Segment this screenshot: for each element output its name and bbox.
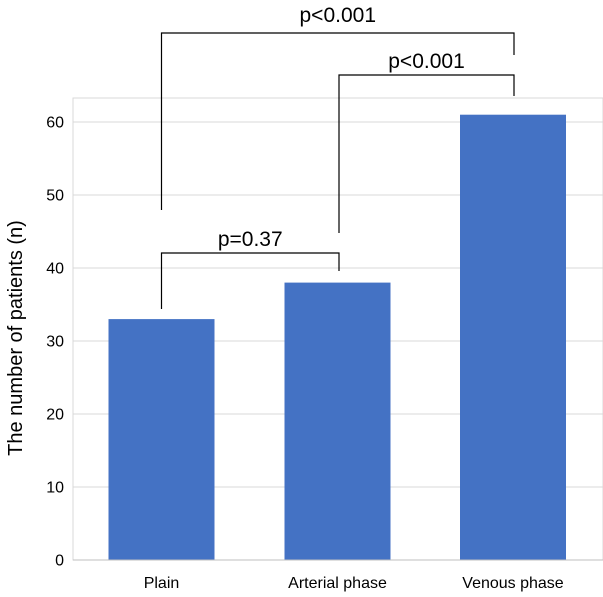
significance-label: p=0.37 — [218, 228, 283, 251]
significance-label: p<0.001 — [388, 50, 465, 73]
y-tick-label: 50 — [46, 188, 64, 205]
y-tick-label: 40 — [46, 261, 64, 278]
significance-bracket — [160, 252, 340, 309]
bar — [284, 282, 391, 560]
y-tick-label: 10 — [46, 480, 64, 497]
significance-bracket — [338, 74, 515, 233]
x-tick-label: Arterial phase — [288, 575, 387, 592]
tick-labels: 0 10 20 30 40 50 60 Plain Arterial phase Venous p… — [46, 115, 564, 593]
significance-brackets: p=0.37 p<0.001 p<0.001 — [160, 4, 515, 309]
bar — [460, 114, 566, 560]
y-tick-label: 30 — [46, 334, 64, 351]
y-tick-label: 0 — [55, 553, 64, 570]
x-tick-label: Venous phase — [462, 575, 564, 592]
significance-label: p<0.001 — [300, 4, 377, 27]
significance-bracket — [160, 32, 515, 210]
bars — [108, 114, 566, 560]
y-axis-title: The number of patients (n) — [5, 220, 27, 456]
y-tick-label: 60 — [46, 115, 64, 132]
bar — [108, 319, 215, 560]
y-tick-label: 20 — [46, 407, 64, 424]
x-tick-label: Plain — [144, 575, 180, 592]
